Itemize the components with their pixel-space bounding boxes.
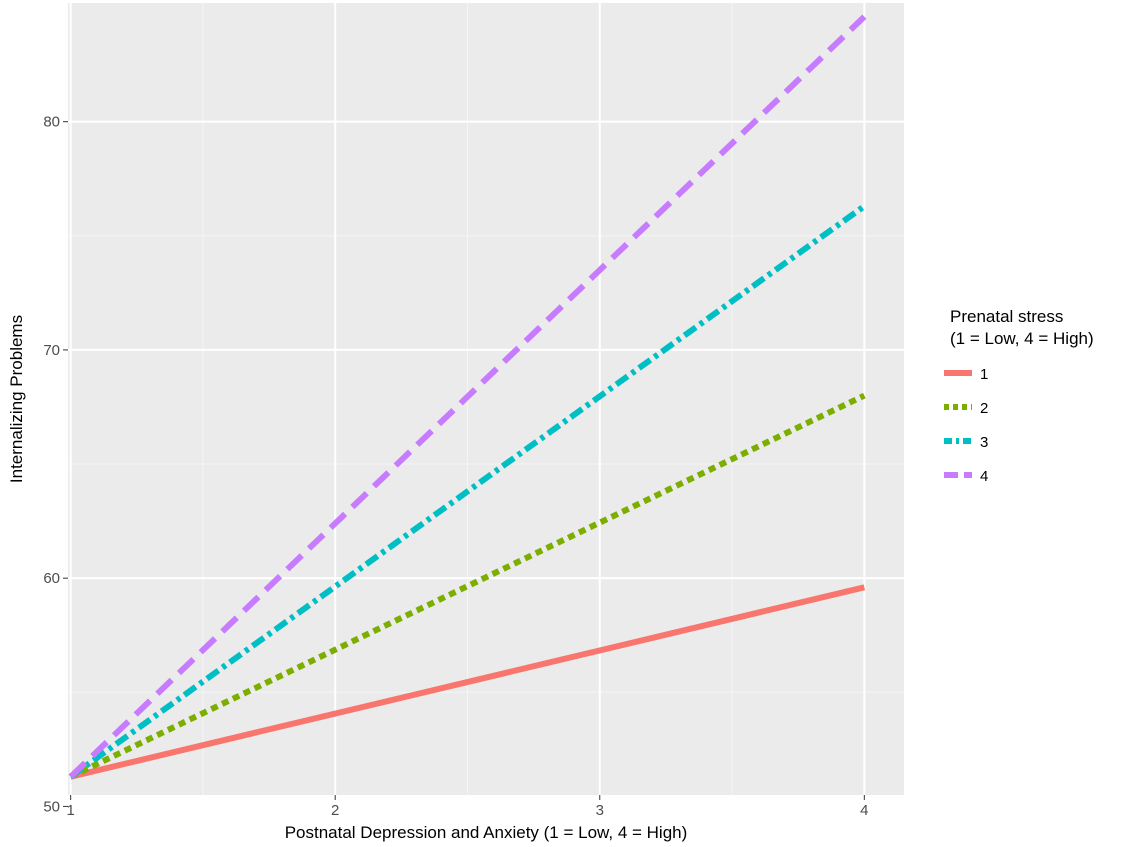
- y-tick-label: 50: [43, 798, 60, 815]
- legend-label-4: 4: [980, 468, 988, 485]
- series-line-3: [68, 203, 867, 780]
- y-tick-label: 70: [43, 342, 60, 359]
- legend-title-line2: (1 = Low, 4 = High): [950, 329, 1094, 348]
- series-line-1: [69, 584, 866, 780]
- x-tick-label: 1: [66, 802, 74, 819]
- legend-label-1: 1: [980, 366, 988, 383]
- x-axis: 1 2 3 4: [66, 795, 868, 819]
- legend-label-2: 2: [980, 400, 988, 417]
- y-axis-title: Internalizing Problems: [7, 315, 26, 483]
- series-line-2: [69, 392, 866, 780]
- x-tick-label: 4: [860, 802, 868, 819]
- legend-label-3: 3: [980, 434, 988, 451]
- plot-panel: [68, 3, 904, 795]
- x-axis-title: Postnatal Depression and Anxiety (1 = Lo…: [285, 823, 688, 842]
- grid-major: [68, 3, 904, 808]
- legend-title-line1: Prenatal stress: [950, 307, 1063, 326]
- y-axis: 50 60 70 80: [43, 114, 68, 815]
- x-tick-label: 2: [331, 802, 339, 819]
- series-lines: [68, 14, 867, 780]
- legend-items: 1 2 3 4: [944, 366, 988, 485]
- x-tick-label: 3: [596, 802, 604, 819]
- series-line-4: [68, 14, 867, 779]
- y-tick-label: 80: [43, 114, 60, 131]
- legend: Prenatal stress (1 = Low, 4 = High) 1 2 3 4: [944, 307, 1094, 485]
- y-tick-label: 60: [43, 570, 60, 587]
